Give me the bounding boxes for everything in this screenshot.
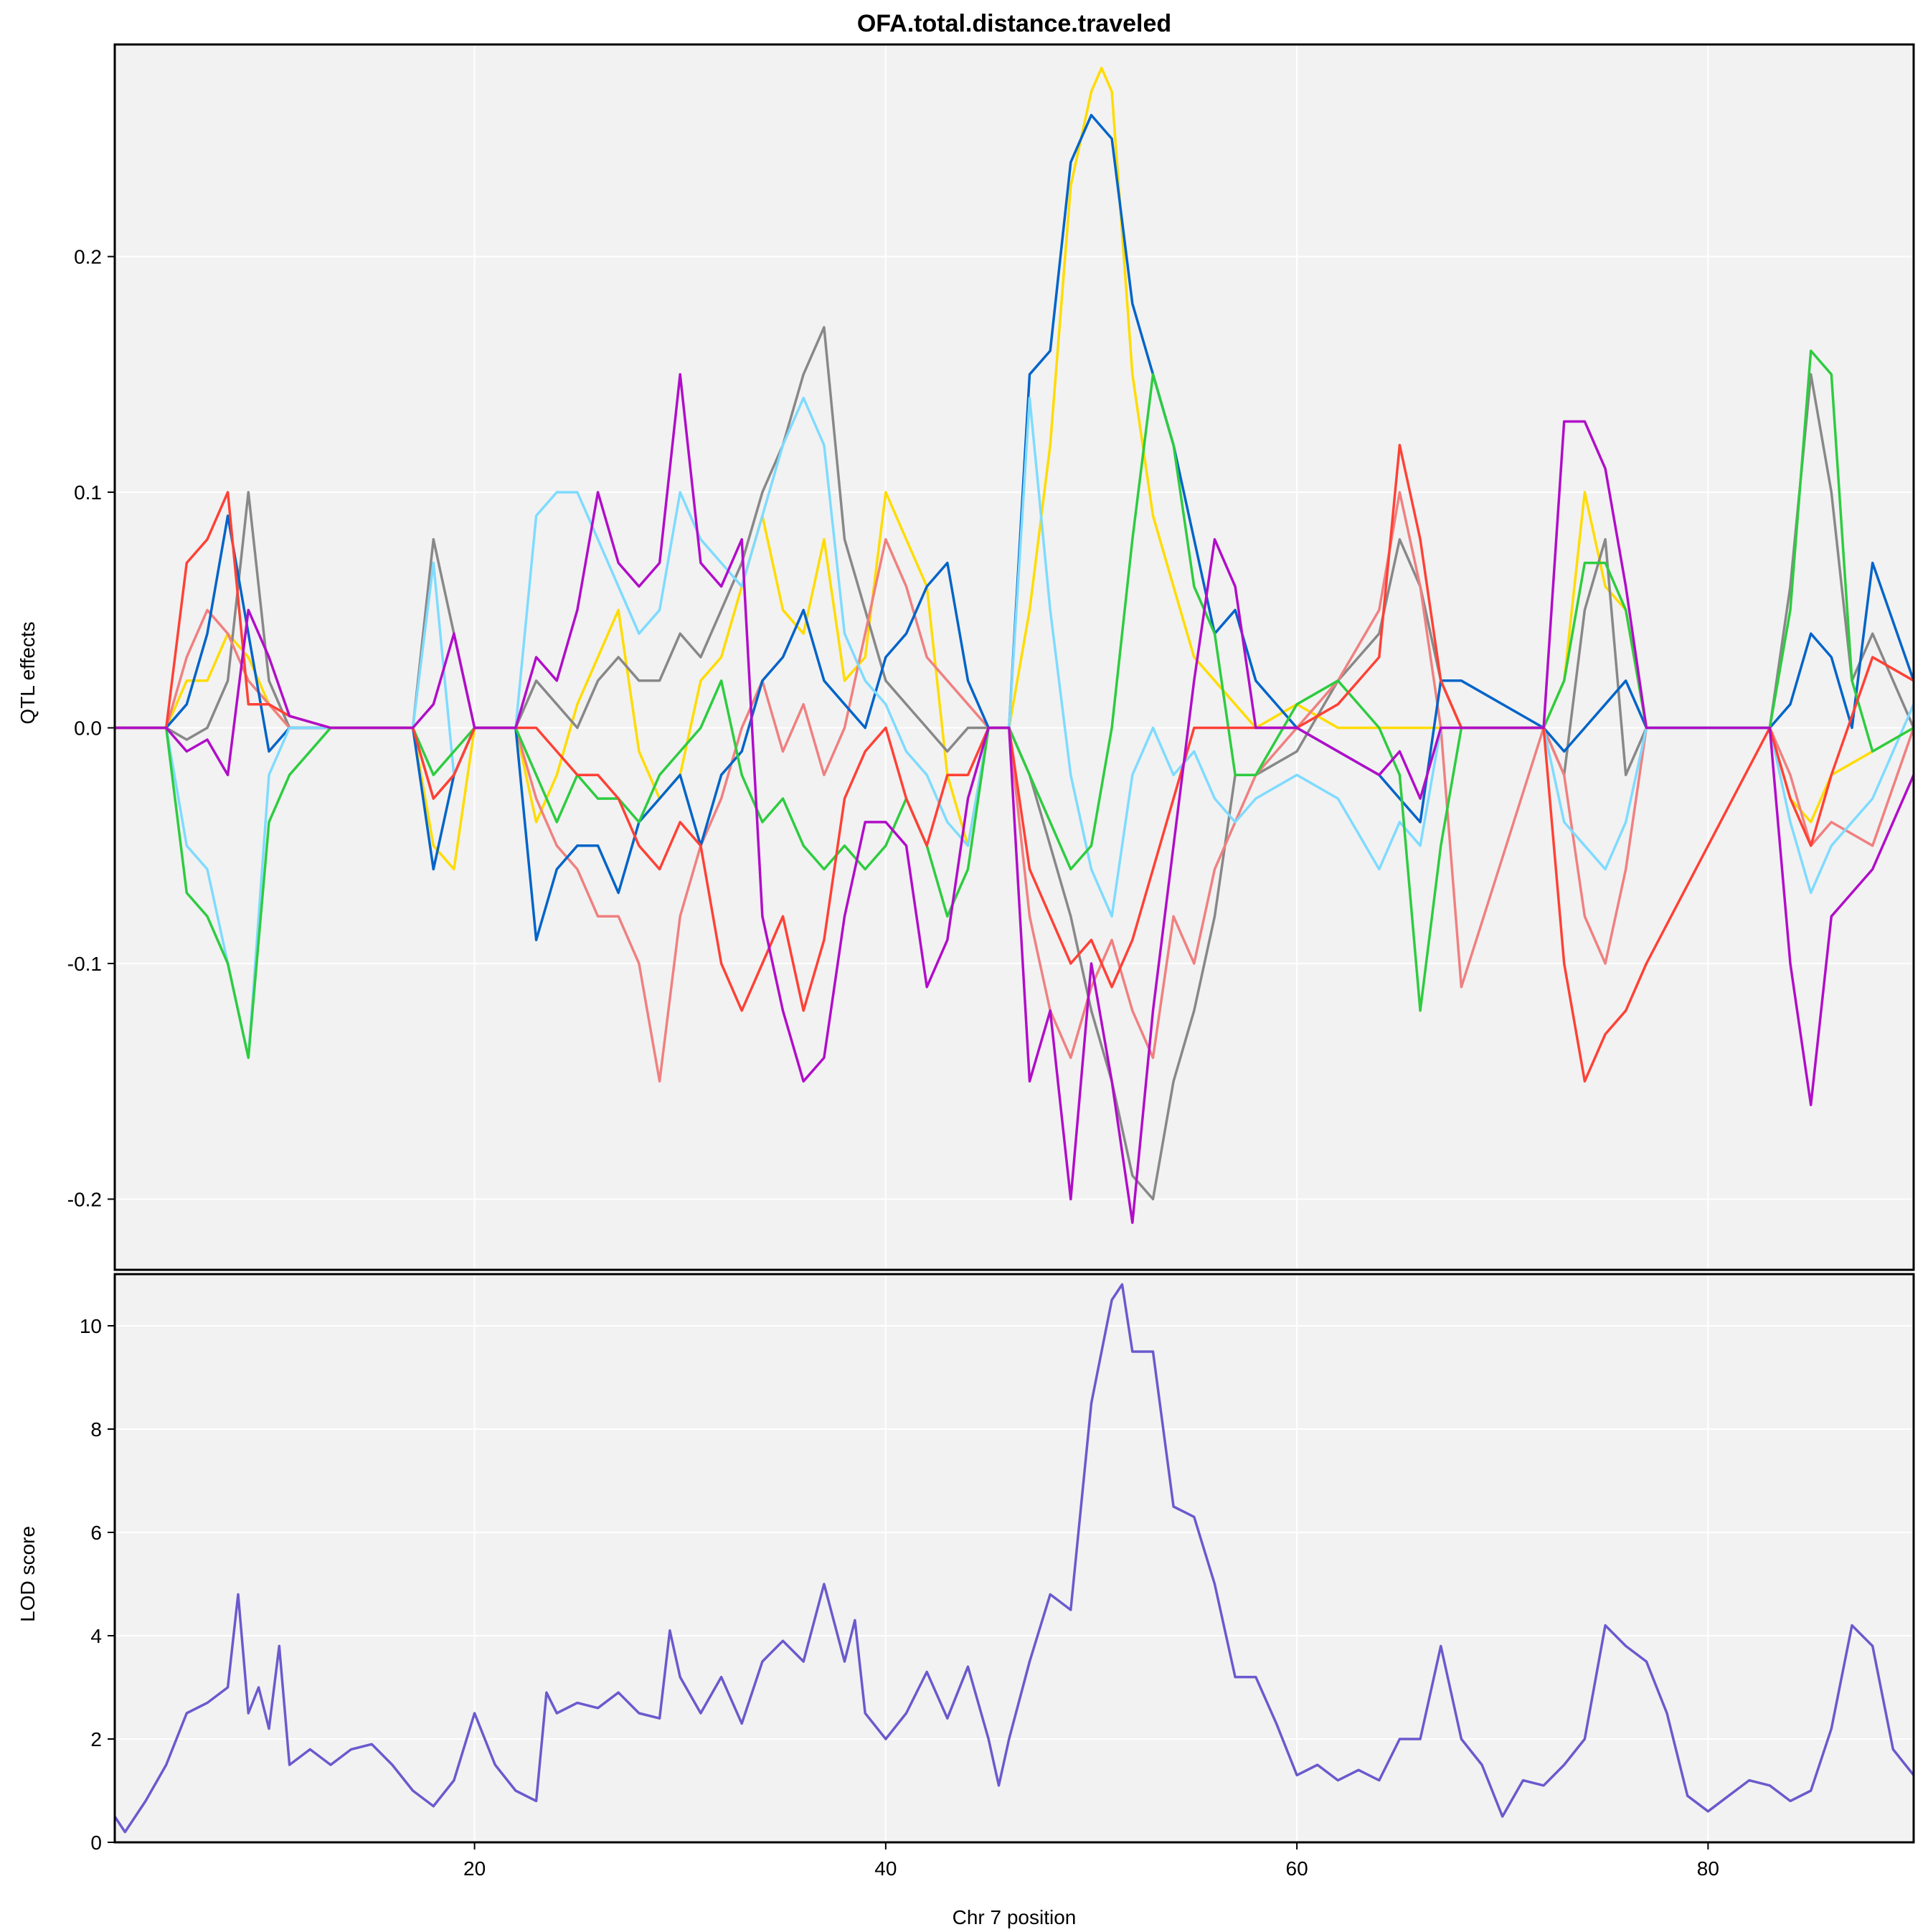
x-tick-label: 40	[874, 1857, 897, 1880]
bottom-panel: 0 2 4 6 8 10 20 40 60 80	[80, 1273, 1915, 1880]
top-plot-border	[113, 43, 1915, 1271]
bottom-series-line-0	[115, 1283, 1914, 1834]
top-y-tick-label: 0.0	[74, 717, 102, 740]
top-series-group	[115, 67, 1914, 1225]
bottom-y-tick-label: 0	[90, 1832, 102, 1854]
top-y-tick-label: 0.2	[74, 246, 102, 268]
bottom-y-axis-label: LOD score	[16, 1526, 39, 1622]
bottom-y-tick-label: 10	[80, 1315, 102, 1337]
bottom-plot-background	[115, 1274, 1914, 1842]
top-panel: -0.2 -0.1 0.0 0.1 0.2	[67, 43, 1915, 1271]
bottom-series-group	[115, 1283, 1914, 1834]
top-series-line-5	[115, 349, 1914, 1060]
bottom-y-tick-label: 6	[90, 1522, 102, 1544]
chart-title: OFA.total.distance.traveled	[857, 10, 1171, 37]
bottom-plot-border	[113, 1273, 1915, 1844]
bottom-y-tick-label: 4	[90, 1625, 102, 1647]
top-y-axis-label: QTL effects	[16, 621, 39, 724]
x-tick-label: 80	[1697, 1857, 1719, 1880]
x-tick-label: 20	[463, 1857, 486, 1880]
top-series-line-7	[115, 373, 1914, 1225]
x-axis-label: Chr 7 position	[953, 1906, 1077, 1928]
bottom-y-tick-label: 2	[90, 1728, 102, 1750]
x-tick-label: 60	[1286, 1857, 1308, 1880]
top-y-tick-label: -0.2	[67, 1188, 102, 1210]
top-y-tick-label: -0.1	[67, 953, 102, 975]
top-y-tick-label: 0.1	[74, 481, 102, 504]
bottom-y-tick-label: 8	[90, 1418, 102, 1441]
